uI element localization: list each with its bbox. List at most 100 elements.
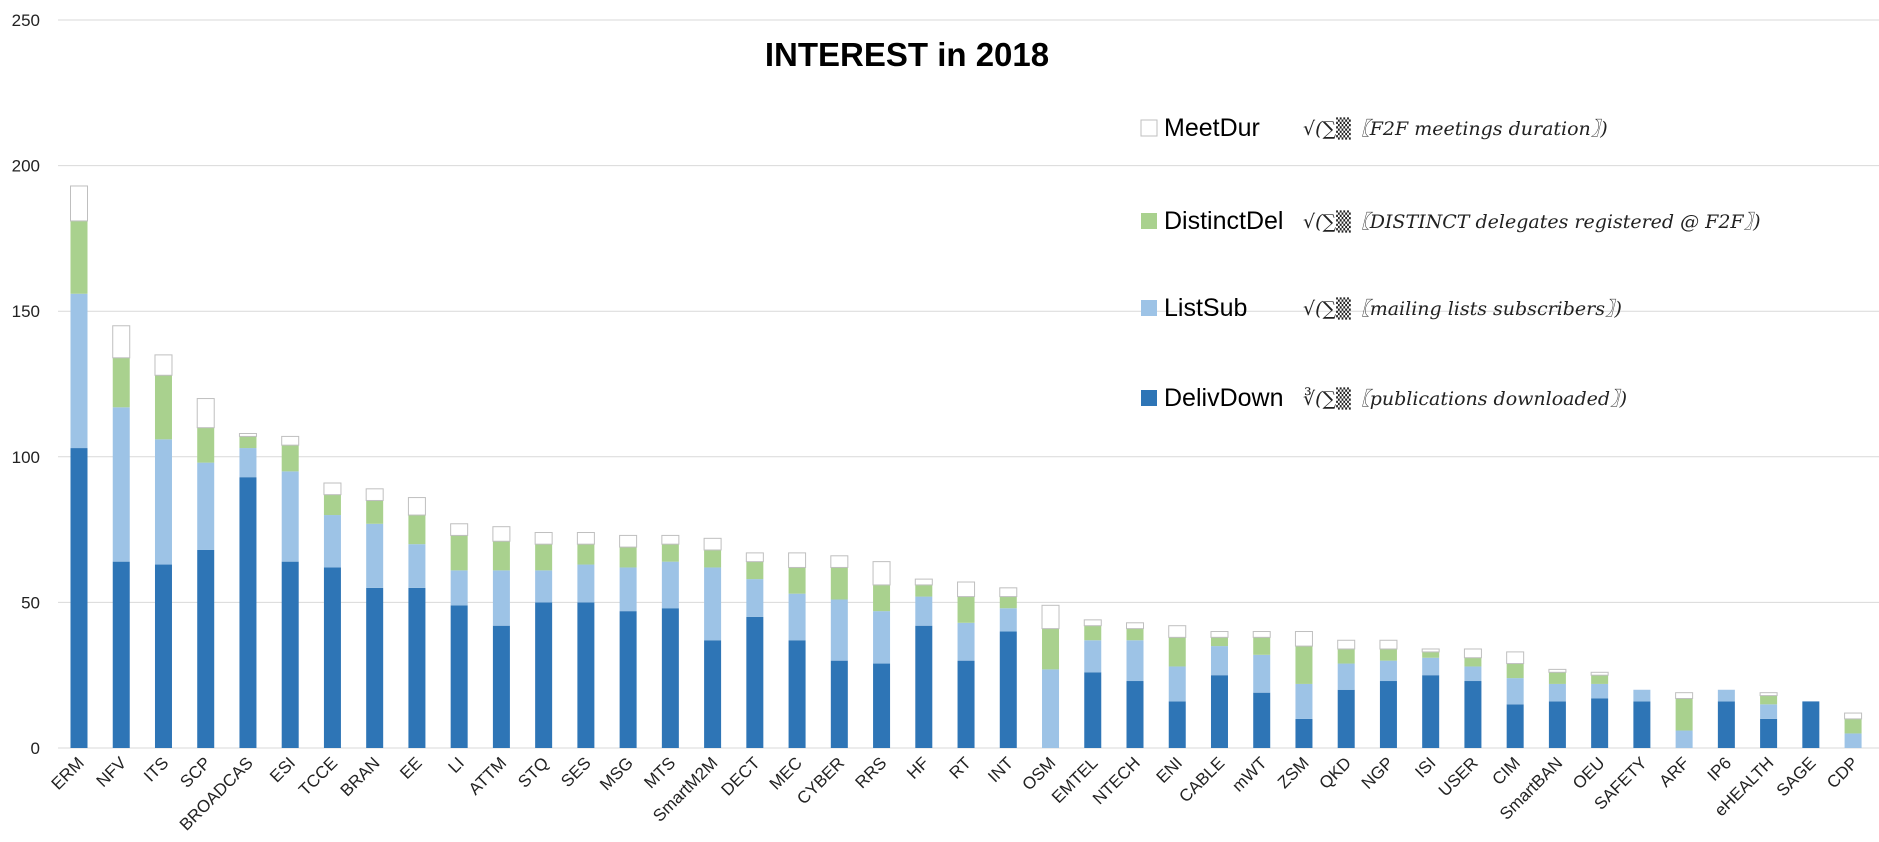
bar-segment: [873, 611, 891, 664]
bar-segment: [197, 549, 215, 748]
bar-segment: [1379, 639, 1398, 650]
bar-segment: [534, 532, 553, 545]
bar-segment: [1168, 701, 1186, 748]
bar-segment: [619, 567, 637, 612]
bar-segment: [1294, 631, 1313, 647]
bar-segment: [1844, 712, 1863, 720]
bar-segment: [1506, 663, 1524, 679]
bar-segment: [1210, 631, 1229, 638]
bar-segment: [915, 584, 933, 597]
x-tick-label: NFV: [93, 753, 131, 791]
bar-segment: [281, 561, 299, 748]
bar-segment: [914, 578, 933, 586]
bar-segment: [239, 477, 257, 748]
x-tick-label: CDP: [1823, 753, 1862, 792]
bar-segment: [1210, 637, 1228, 647]
bar-segment: [1506, 704, 1524, 748]
bar-segment: [788, 593, 806, 641]
x-tick-label: NGP: [1358, 753, 1397, 792]
x-tick-label: BRAN: [337, 753, 384, 800]
x-tick-label: QKD: [1316, 753, 1355, 792]
bar-segment: [1463, 648, 1482, 659]
bar-segment: [830, 599, 848, 661]
bar-segment: [915, 625, 933, 748]
bar-segment: [535, 570, 553, 603]
bar-segment: [1760, 704, 1778, 719]
bar-segment: [1590, 671, 1609, 676]
x-tick-label: ZSM: [1274, 753, 1313, 792]
bar-segment: [70, 293, 88, 449]
bar-segment: [1548, 683, 1566, 702]
bar-segment: [1253, 692, 1271, 748]
bar-segment: [1084, 640, 1102, 673]
bar-segment: [1210, 675, 1228, 748]
x-tick-label: NTECH: [1089, 753, 1144, 808]
bar-segment: [154, 564, 172, 748]
bar-segment: [1717, 689, 1735, 702]
bar-segment: [999, 587, 1018, 598]
legend-note: √(∑▒〖F2F meetings duration〗): [1303, 117, 1608, 140]
bar-segment: [492, 570, 510, 626]
bar-segment: [323, 567, 341, 748]
bar-segment: [788, 567, 806, 594]
bar-segment: [1422, 657, 1440, 676]
legend-label: ListSub: [1164, 294, 1247, 322]
bar-segment: [1337, 639, 1356, 650]
bar-segment: [1675, 698, 1693, 731]
bar-segment: [492, 526, 511, 542]
bar-segment: [408, 515, 426, 545]
bar-segment: [1041, 604, 1060, 630]
bar-segment: [1717, 701, 1735, 748]
bar-segment: [1253, 654, 1271, 693]
bar-segment: [1253, 637, 1271, 655]
bar-segment: [281, 445, 299, 472]
bar-segment: [323, 494, 341, 516]
bar-segment: [704, 549, 722, 568]
bar-segment: [1548, 701, 1566, 748]
bar-segment: [323, 515, 341, 568]
bar-segment: [450, 523, 469, 536]
bar-segment: [112, 561, 130, 748]
y-tick-label: 0: [31, 739, 40, 758]
legend-swatch: [1141, 300, 1157, 316]
bar-segment: [1675, 730, 1693, 748]
x-tick-label: ATTM: [465, 753, 510, 798]
bar-segment: [1760, 718, 1778, 748]
x-tick-label: mWT: [1228, 753, 1270, 795]
bar-segment: [197, 462, 215, 550]
bar-segment: [1168, 625, 1187, 638]
bar-segment: [1379, 681, 1397, 748]
bar-segment: [661, 608, 679, 748]
bar-segment: [70, 220, 88, 294]
bar-segment: [450, 605, 468, 748]
bar-segment: [830, 660, 848, 748]
bar-segment: [154, 354, 173, 376]
bar-segment: [873, 663, 891, 748]
bar-segment: [450, 535, 468, 571]
bar-segment: [1421, 648, 1440, 653]
x-tick-label: RRS: [852, 753, 891, 792]
x-tick-label: INT: [984, 753, 1017, 786]
y-tick-label: 250: [12, 11, 40, 30]
bar-segment: [1464, 681, 1482, 748]
x-tick-label: USER: [1435, 753, 1482, 800]
x-tick-label: SES: [557, 753, 594, 790]
x-tick-label: CYBER: [793, 753, 848, 808]
bar-segment: [1126, 681, 1144, 748]
x-tick-label: SAGE: [1773, 753, 1820, 800]
bar-segment: [1379, 660, 1397, 682]
bar-segment: [492, 541, 510, 571]
bar-segment: [661, 534, 680, 545]
bar-segment: [492, 625, 510, 748]
bar-segment: [1633, 701, 1651, 748]
x-tick-label: RT: [946, 753, 975, 782]
bar-segment: [1675, 692, 1694, 699]
bar-segment: [70, 185, 88, 222]
x-tick-label: DECT: [718, 753, 764, 799]
bar-segment: [1126, 622, 1144, 630]
legend-swatch: [1140, 119, 1158, 137]
bar-segment: [1210, 646, 1228, 676]
bar-segment: [619, 611, 637, 748]
bar-segment: [366, 523, 384, 588]
bar-segment: [1591, 683, 1609, 699]
